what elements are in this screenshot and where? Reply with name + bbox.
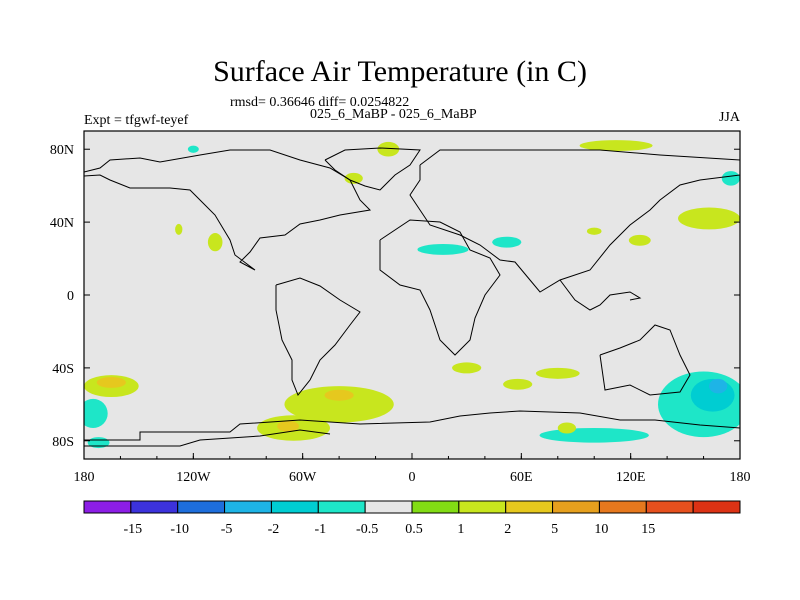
colorbar-label-6: 0.5 — [405, 522, 423, 537]
coast-north-america — [84, 149, 372, 271]
anomaly-region-18 — [417, 243, 469, 255]
coast-greenland — [324, 147, 421, 191]
colorbar-swatch-10 — [552, 500, 600, 514]
anomaly-region-11 — [207, 233, 223, 252]
y-tick-label-2: 0 — [67, 289, 74, 304]
anomaly-region-14 — [628, 234, 651, 246]
colorbar-label-2: -5 — [221, 522, 233, 537]
colorbar-label-1: -10 — [170, 522, 189, 537]
colorbar-label-3: -2 — [268, 522, 280, 537]
colorbar-label-8: 2 — [504, 522, 511, 537]
x-tick-label-2: 60W — [289, 470, 317, 485]
colorbar: -15 -10 -5 -2 -1 -0.5 0.5 1 2 5 10 15 — [83, 500, 741, 537]
season-label: JJA — [718, 110, 740, 125]
coast-antarctica-inner — [84, 429, 331, 447]
anomaly-region-19 — [492, 236, 522, 248]
colorbar-swatch-1 — [130, 500, 179, 514]
colorbar-swatch-6 — [364, 500, 413, 514]
colorbar-swatch-12 — [645, 500, 694, 514]
chart-title: Surface Air Temperature (in C) — [213, 55, 587, 88]
colorbar-swatch-11 — [598, 500, 647, 514]
stats-label: rmsd= 0.36646 diff= 0.0254822 — [230, 95, 410, 110]
anomaly-region-9 — [377, 141, 400, 157]
anomaly-region-27 — [557, 422, 577, 434]
colorbar-swatch-2 — [177, 500, 226, 514]
subtitle-label: 025_6_MaBP - 025_6_MaBP — [310, 107, 477, 122]
y-axis: 80N 40N 0 40S 80S — [50, 143, 740, 450]
anomaly-region-12 — [175, 223, 183, 235]
anomaly-region-15 — [535, 367, 580, 379]
coast-australia — [599, 324, 691, 396]
anomaly-region-1 — [96, 377, 126, 388]
anomaly-layer — [84, 140, 740, 449]
anomaly-region-2 — [284, 386, 394, 423]
anomaly-region-8 — [579, 140, 653, 152]
colorbar-swatch-4 — [270, 500, 319, 514]
anomaly-region-6 — [452, 362, 482, 374]
coast-south-asia — [559, 279, 642, 311]
anomaly-region-5 — [277, 420, 300, 432]
y-tick-label-3: 40S — [52, 362, 74, 377]
colorbar-label-0: -15 — [124, 522, 143, 537]
y-tick-label-1: 40N — [50, 216, 74, 231]
colorbar-label-11: 15 — [641, 522, 655, 537]
coastline-layer — [84, 147, 740, 447]
x-tick-label-0: 180 — [74, 470, 95, 485]
colorbar-label-4: -1 — [314, 522, 326, 537]
colorbar-swatch-13 — [692, 500, 741, 514]
colorbar-swatch-0 — [83, 500, 132, 514]
y-tick-label-0: 80N — [50, 143, 74, 158]
x-tick-label-3: 0 — [409, 470, 416, 485]
anomaly-region-16 — [503, 378, 533, 390]
x-tick-label-5: 120E — [616, 470, 646, 485]
anomaly-region-25 — [709, 378, 728, 394]
x-tick-label-6: 180 — [730, 470, 751, 485]
coast-eurasia — [409, 149, 740, 293]
colorbar-swatch-9 — [505, 500, 554, 514]
x-axis: 180 120W 60W 0 60E 120E 180 — [74, 453, 751, 485]
anomaly-region-26 — [539, 428, 649, 443]
anomaly-region-13 — [586, 227, 602, 235]
anomaly-region-10 — [344, 172, 363, 184]
colorbar-swatch-8 — [458, 500, 507, 514]
colorbar-swatch-5 — [317, 500, 366, 514]
colorbar-label-7: 1 — [457, 522, 464, 537]
coast-antarctica — [84, 410, 740, 441]
colorbar-swatch-7 — [411, 500, 460, 514]
coast-south-america — [275, 277, 361, 396]
colorbar-label-5: -0.5 — [356, 522, 378, 537]
x-tick-label-1: 120W — [176, 470, 211, 485]
anomaly-region-20 — [187, 145, 199, 153]
y-tick-label-4: 80S — [52, 435, 74, 450]
colorbar-swatch-3 — [224, 500, 272, 514]
colorbar-label-9: 5 — [551, 522, 558, 537]
coast-africa — [379, 219, 501, 356]
experiment-label: Expt = tfgwf-teyef — [84, 113, 189, 128]
anomaly-region-3 — [324, 389, 354, 401]
plot-background — [84, 131, 740, 459]
anomaly-region-17 — [721, 171, 740, 186]
x-tick-label-4: 60E — [510, 470, 533, 485]
anomaly-region-7 — [678, 207, 740, 230]
anomaly-region-21 — [84, 398, 108, 429]
colorbar-label-10: 10 — [594, 522, 608, 537]
